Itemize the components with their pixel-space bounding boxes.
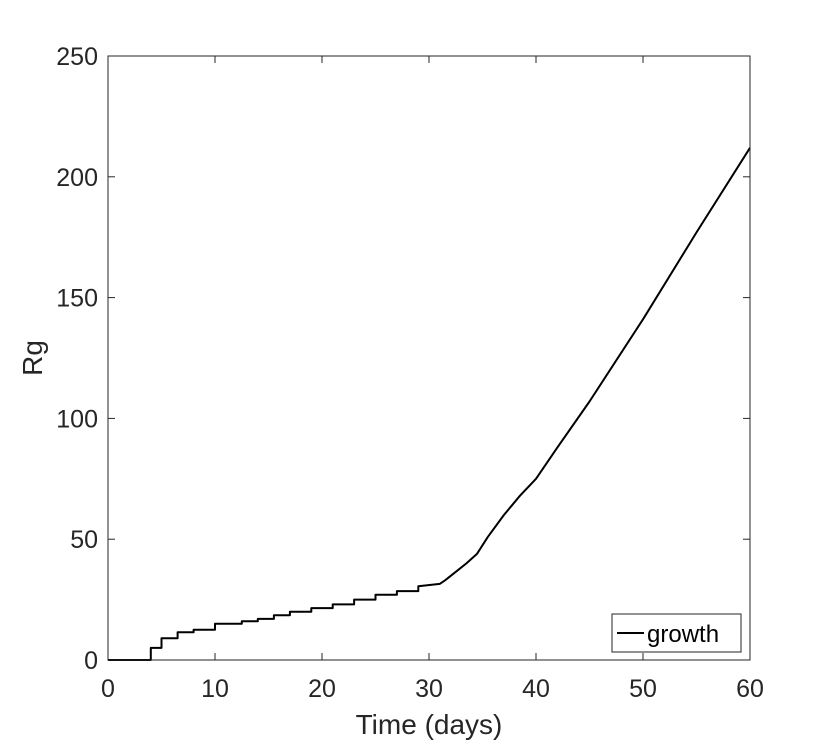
y-tick-label: 200 xyxy=(56,164,98,192)
x-tick-label: 0 xyxy=(101,675,115,703)
plot-background xyxy=(108,56,750,660)
axis-tick-labels: 0 10 20 30 40 50 60 0 50 100 150 200 250 xyxy=(56,43,764,703)
y-tick-label: 250 xyxy=(56,43,98,71)
series-layer xyxy=(108,147,751,661)
x-tick-label: 50 xyxy=(629,675,657,703)
x-tick-label: 40 xyxy=(522,675,550,703)
y-tick-label: 0 xyxy=(84,647,98,675)
legend: growth xyxy=(611,613,742,653)
y-tick-label: 100 xyxy=(56,405,98,433)
x-tick-label: 30 xyxy=(415,675,443,703)
plot-frame xyxy=(107,55,751,661)
y-axis-label: Rg xyxy=(17,340,48,376)
x-tick-label: 10 xyxy=(201,675,229,703)
y-tick-label: 50 xyxy=(70,526,98,554)
x-tick-label: 20 xyxy=(308,675,336,703)
legend-label-growth: growth xyxy=(647,621,719,648)
x-axis-label: Time (days) xyxy=(356,709,503,740)
x-tick-label: 60 xyxy=(736,675,764,703)
y-tick-label: 150 xyxy=(56,285,98,313)
series-line-growth xyxy=(108,147,751,661)
